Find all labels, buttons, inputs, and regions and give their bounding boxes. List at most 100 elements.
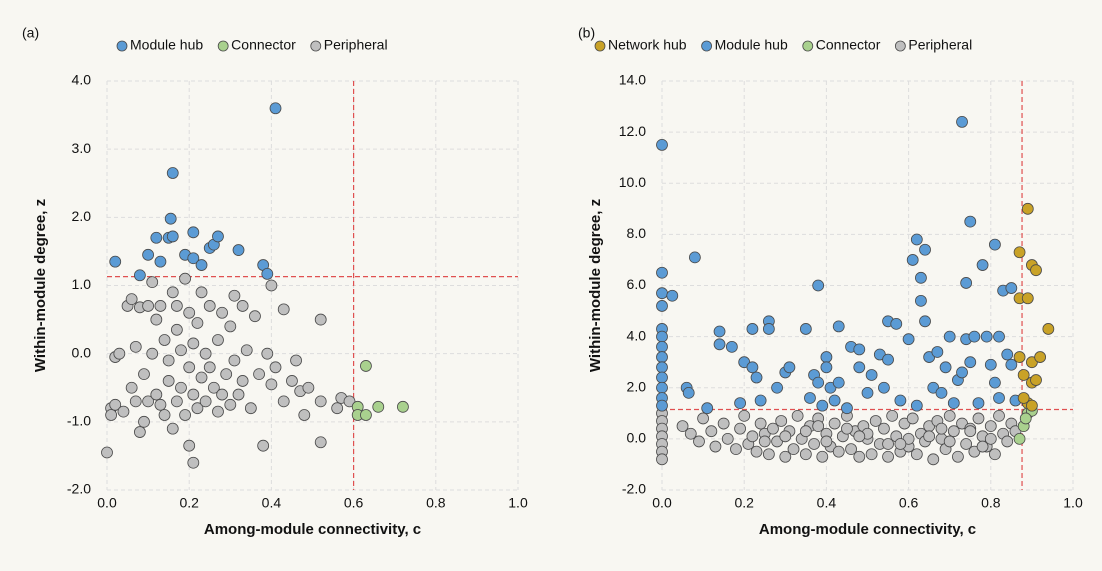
legend-label: Connector (231, 37, 296, 53)
point (717, 417, 730, 430)
point (775, 415, 788, 427)
point (154, 398, 167, 411)
point (799, 323, 812, 335)
y-tick-label: 12.0 (619, 123, 646, 139)
point (935, 386, 948, 399)
point (919, 243, 931, 256)
point (170, 323, 183, 336)
point (894, 394, 907, 407)
point (236, 300, 249, 312)
y-tick-label: 0.0 (627, 430, 647, 446)
panel-label: (b) (578, 25, 595, 41)
point (175, 344, 187, 357)
point (993, 330, 1005, 343)
point (919, 315, 931, 328)
point (261, 268, 274, 280)
point (943, 435, 956, 448)
point (203, 300, 216, 312)
point (265, 378, 278, 391)
point (162, 354, 175, 367)
point (894, 438, 907, 450)
point (750, 445, 763, 458)
point (240, 344, 253, 357)
point (853, 343, 866, 356)
point (746, 361, 759, 374)
point (853, 450, 866, 463)
point (812, 420, 825, 432)
point (964, 425, 977, 438)
x-tick-label: 0.4 (817, 495, 837, 511)
point (746, 323, 759, 335)
point (746, 430, 759, 443)
point (1026, 399, 1038, 412)
y-tick-label: 4.0 (72, 72, 92, 88)
point (170, 300, 183, 312)
y-tick-label: 2.0 (627, 378, 647, 394)
point (656, 139, 668, 151)
point (397, 400, 409, 413)
point (964, 215, 977, 228)
y-tick-label: -1.0 (67, 413, 91, 429)
point (183, 439, 196, 452)
point (170, 395, 183, 408)
point (882, 353, 894, 366)
point (960, 438, 973, 450)
panel-label: (a) (22, 25, 39, 41)
point (762, 448, 775, 461)
point (734, 422, 746, 435)
point (314, 313, 327, 326)
point (853, 361, 866, 374)
point (257, 439, 270, 452)
point (915, 271, 927, 284)
point (150, 231, 163, 244)
point (133, 269, 146, 282)
point (947, 397, 960, 409)
point (298, 409, 311, 421)
point (939, 361, 952, 374)
point (947, 425, 960, 438)
point (725, 340, 738, 353)
point (808, 438, 820, 450)
point (828, 394, 841, 407)
point (709, 440, 722, 453)
x-tick-label: 0.6 (899, 495, 919, 511)
point (956, 116, 968, 128)
point (693, 435, 705, 448)
point (779, 450, 792, 463)
point (146, 347, 159, 360)
point (853, 430, 866, 443)
y-axis-title: Within-module degree, z (32, 199, 49, 372)
point (841, 422, 853, 435)
point (701, 402, 714, 415)
point (1005, 282, 1018, 294)
point (906, 254, 919, 266)
y-tick-label: 4.0 (627, 327, 647, 343)
point (721, 432, 734, 445)
point (943, 330, 956, 343)
point (758, 435, 771, 448)
panel: (b) 0.0 0.2 0.4 0.6 0.8 1.0 -2.0 0.0 2.0 4.0 6.0 8.0… (578, 25, 1083, 538)
point (179, 409, 191, 421)
point (713, 338, 726, 351)
point (989, 448, 1001, 461)
point (684, 427, 697, 440)
legend-marker (310, 40, 322, 52)
y-tick-label: -2.0 (67, 481, 91, 497)
y-tick-label: 1.0 (72, 276, 92, 292)
point (224, 320, 237, 333)
x-axis-title: Among-module connectivity, c (759, 521, 976, 538)
point (1017, 369, 1030, 381)
point (1030, 374, 1042, 386)
y-tick-label: 2.0 (72, 208, 92, 224)
point (164, 212, 177, 225)
point (314, 436, 327, 449)
point (656, 399, 668, 412)
point (952, 450, 964, 463)
point (228, 289, 241, 302)
point (269, 102, 282, 115)
point (277, 303, 290, 316)
point (216, 388, 228, 401)
x-axis-title: Among-module connectivity, c (204, 521, 421, 538)
point (175, 381, 187, 394)
